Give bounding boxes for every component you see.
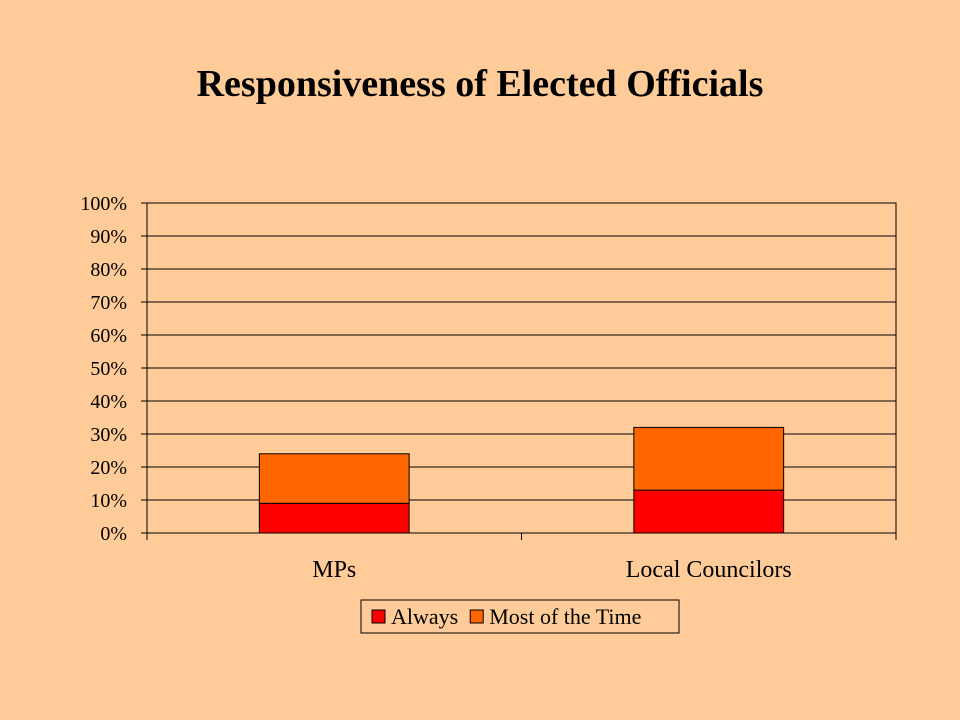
legend-label: Always: [391, 604, 458, 629]
y-tick-label: 40%: [90, 391, 127, 413]
legend: Always Most of the Time: [360, 599, 680, 634]
axes: 0% 10% 20% 30% 40% 50% 60% 70% 80% 90% 100% MPs Loca…: [80, 193, 897, 583]
bar-segment: [258, 502, 410, 534]
bar-segment: [258, 453, 410, 504]
y-tick-label: 50%: [90, 358, 127, 380]
y-tick-label: 0%: [100, 523, 127, 545]
legend-box: [360, 599, 680, 634]
y-tick-label: 20%: [90, 457, 127, 479]
legend-label: Most of the Time: [489, 604, 641, 629]
legend-swatch: [371, 609, 386, 624]
y-tick-label: 100%: [80, 193, 127, 215]
x-category-label: Local Councilors: [626, 557, 792, 583]
slide-title: Responsiveness of Elected Officials: [196, 63, 764, 105]
y-tick-label: 90%: [90, 226, 127, 248]
y-tick-label: 60%: [90, 325, 127, 347]
bars: [258, 426, 785, 534]
y-tick-label: 10%: [90, 490, 127, 512]
bar-segment: [633, 426, 785, 491]
x-category-label: MPs: [312, 557, 356, 583]
y-tick-label: 80%: [90, 259, 127, 281]
bar-segment: [633, 489, 785, 534]
y-tick-label: 70%: [90, 292, 127, 314]
y-tick-label: 30%: [90, 424, 127, 446]
legend-swatch: [469, 609, 484, 624]
